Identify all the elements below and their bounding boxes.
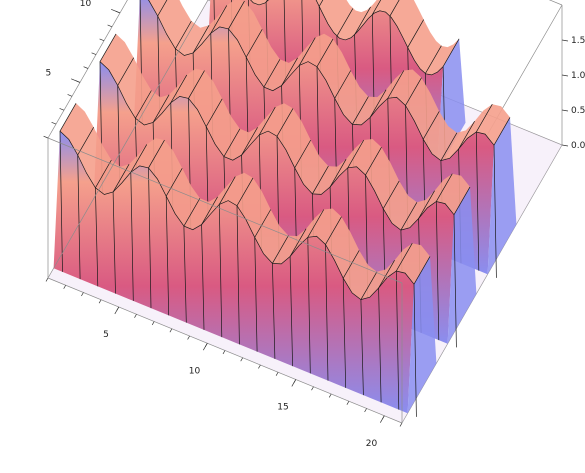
- x-minor-tick: [204, 343, 208, 347]
- x-minor-tick: [381, 415, 385, 420]
- x-minor-tick: [240, 357, 244, 362]
- z-tick-label: 1.5: [571, 36, 585, 46]
- x-minor-tick: [116, 306, 120, 311]
- y-tick-label: 10: [80, 0, 92, 9]
- x-tick-label: 5: [103, 330, 109, 340]
- y-minor-tick: [91, 52, 97, 55]
- x-minor-tick: [222, 350, 226, 355]
- x-tick-label: 10: [189, 366, 201, 376]
- x-minor-tick: [275, 372, 279, 376]
- y-minor-tick: [107, 24, 113, 28]
- ridge-crest-line: [250, 0, 444, 76]
- ridge-end-cap: [487, 117, 517, 275]
- x-minor-tick: [293, 379, 297, 384]
- ridge-top: [250, 0, 460, 75]
- z-tick-label: 1.0: [571, 71, 585, 81]
- ridge-crest-line: [147, 0, 495, 161]
- ridge-top: [148, 0, 510, 161]
- ridge-row-3: [53, 103, 437, 417]
- y-minor-tick: [83, 66, 89, 69]
- x-minor-tick: [258, 364, 261, 369]
- ridge-top: [100, 33, 470, 231]
- box-edge-front-1: [47, 0, 209, 279]
- surface: [48, 0, 562, 423]
- x-minor-tick: [311, 386, 314, 391]
- ridge-end-cap: [407, 256, 437, 414]
- y-minor-tick: [67, 94, 73, 97]
- x-minor-tick: [328, 393, 332, 398]
- z-tick-1.5: [561, 39, 569, 42]
- x-axis: 5 10 15 20: [45, 277, 403, 449]
- x-minor-tick: [399, 422, 403, 427]
- ridge-crest-line: [59, 130, 415, 300]
- x-tick-label: 20: [366, 439, 378, 449]
- x-minor-tick: [151, 321, 155, 326]
- z-axis: 0.0 0.5 1.0 1.5: [561, 36, 585, 151]
- box-edge-front-5: [47, 0, 128, 139]
- box-edge-back-1: [401, 144, 563, 424]
- x-minor-tick: [134, 314, 137, 318]
- y-minor-tick: [99, 38, 105, 42]
- ridge-crest-line: [99, 61, 455, 231]
- y-minor-tick: [75, 80, 81, 83]
- z-tick-label: 0.0: [571, 141, 585, 151]
- y-minor-tick: [51, 121, 57, 125]
- ridge-top: [60, 103, 430, 300]
- z-tick-label: 0.5: [571, 106, 585, 116]
- x-minor-tick: [81, 292, 84, 297]
- x-minor-tick: [45, 277, 49, 282]
- x-tick-label: 15: [277, 403, 288, 413]
- ridge-end-cap: [447, 186, 477, 344]
- x-minor-tick: [187, 335, 190, 340]
- x-minor-tick: [346, 401, 350, 405]
- z-tick-0.0: [561, 144, 569, 147]
- y-minor-tick: [43, 135, 49, 139]
- x-minor-tick: [63, 285, 67, 289]
- z-tick-1.0: [561, 74, 569, 77]
- x-minor-tick: [169, 328, 173, 333]
- y-minor-tick: [59, 108, 65, 111]
- y-minor-tick: [115, 10, 121, 14]
- y-tick-label: 5: [45, 68, 51, 78]
- x-minor-tick: [98, 299, 102, 304]
- ridge-front-wall: [53, 131, 414, 414]
- z-tick-0.5: [561, 109, 569, 112]
- box-edge-front-4: [47, 137, 403, 284]
- x-minor-tick: [364, 408, 367, 413]
